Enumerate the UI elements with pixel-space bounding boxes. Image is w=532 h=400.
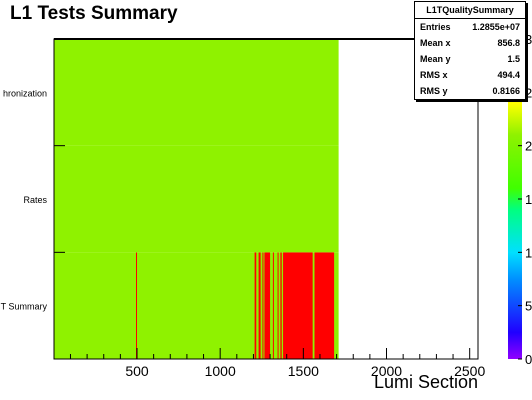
x-tick-label: 2000	[371, 363, 402, 379]
z-tick-label: 200	[525, 139, 532, 154]
heatmap-cell	[262, 252, 264, 359]
x-tick-label: 2500	[454, 363, 485, 379]
color-palette-bar	[508, 39, 522, 359]
chart-title: L1 Tests Summary	[10, 3, 178, 24]
heatmap-cell	[258, 252, 261, 359]
z-tick-label: 0	[525, 352, 532, 367]
z-tick-label: 150	[525, 192, 532, 207]
stats-value: 494.4	[497, 70, 520, 80]
heatmap-cell	[277, 252, 279, 359]
heatmap-cell	[280, 252, 282, 359]
heatmap-row-cell	[54, 39, 339, 146]
stats-row-rms-x: RMS x 494.4	[415, 67, 525, 83]
heatmap-cell	[254, 252, 257, 359]
stats-value: 0.8166	[492, 86, 520, 96]
stats-value: 1.5	[507, 54, 520, 64]
stats-label: Entries	[420, 22, 451, 32]
stats-title: L1TQualitySummary	[415, 2, 525, 19]
heatmap-row-cell	[54, 145, 339, 253]
stats-row-mean-y: Mean y 1.5	[415, 51, 525, 67]
stats-label: RMS x	[420, 70, 448, 80]
stats-box: L1TQualitySummary Entries 1.2855e+07 Mea…	[414, 1, 526, 100]
heatmap-cell	[283, 252, 313, 359]
z-tick-label: 300	[525, 32, 532, 47]
z-tick-label: 250	[525, 85, 532, 100]
x-tick-label: 1500	[288, 363, 319, 379]
heatmap-cell	[264, 252, 271, 359]
stats-label: Mean x	[420, 38, 451, 48]
y-tick-label: Rates	[23, 195, 47, 205]
x-axis-label: Lumi Section	[373, 372, 478, 392]
z-tick-label: 50	[525, 299, 532, 314]
heatmap-cell	[136, 252, 138, 359]
stats-row-mean-x: Mean x 856.8	[415, 35, 525, 51]
y-tick-label: T Summary	[1, 302, 48, 312]
heatmap-cell	[314, 252, 335, 359]
stats-label: RMS y	[420, 86, 448, 96]
stats-row-rms-y: RMS y 0.8166	[415, 83, 525, 99]
stats-row-entries: Entries 1.2855e+07	[415, 19, 525, 35]
stats-value: 856.8	[497, 38, 520, 48]
x-tick-label: 1000	[205, 363, 236, 379]
heatmap-cell	[272, 252, 274, 359]
stats-value: 1.2855e+07	[472, 22, 520, 32]
x-tick-label: 500	[125, 363, 149, 379]
y-tick-label: hronization	[3, 88, 47, 98]
z-tick-label: 100	[525, 245, 532, 260]
stats-label: Mean y	[420, 54, 451, 64]
